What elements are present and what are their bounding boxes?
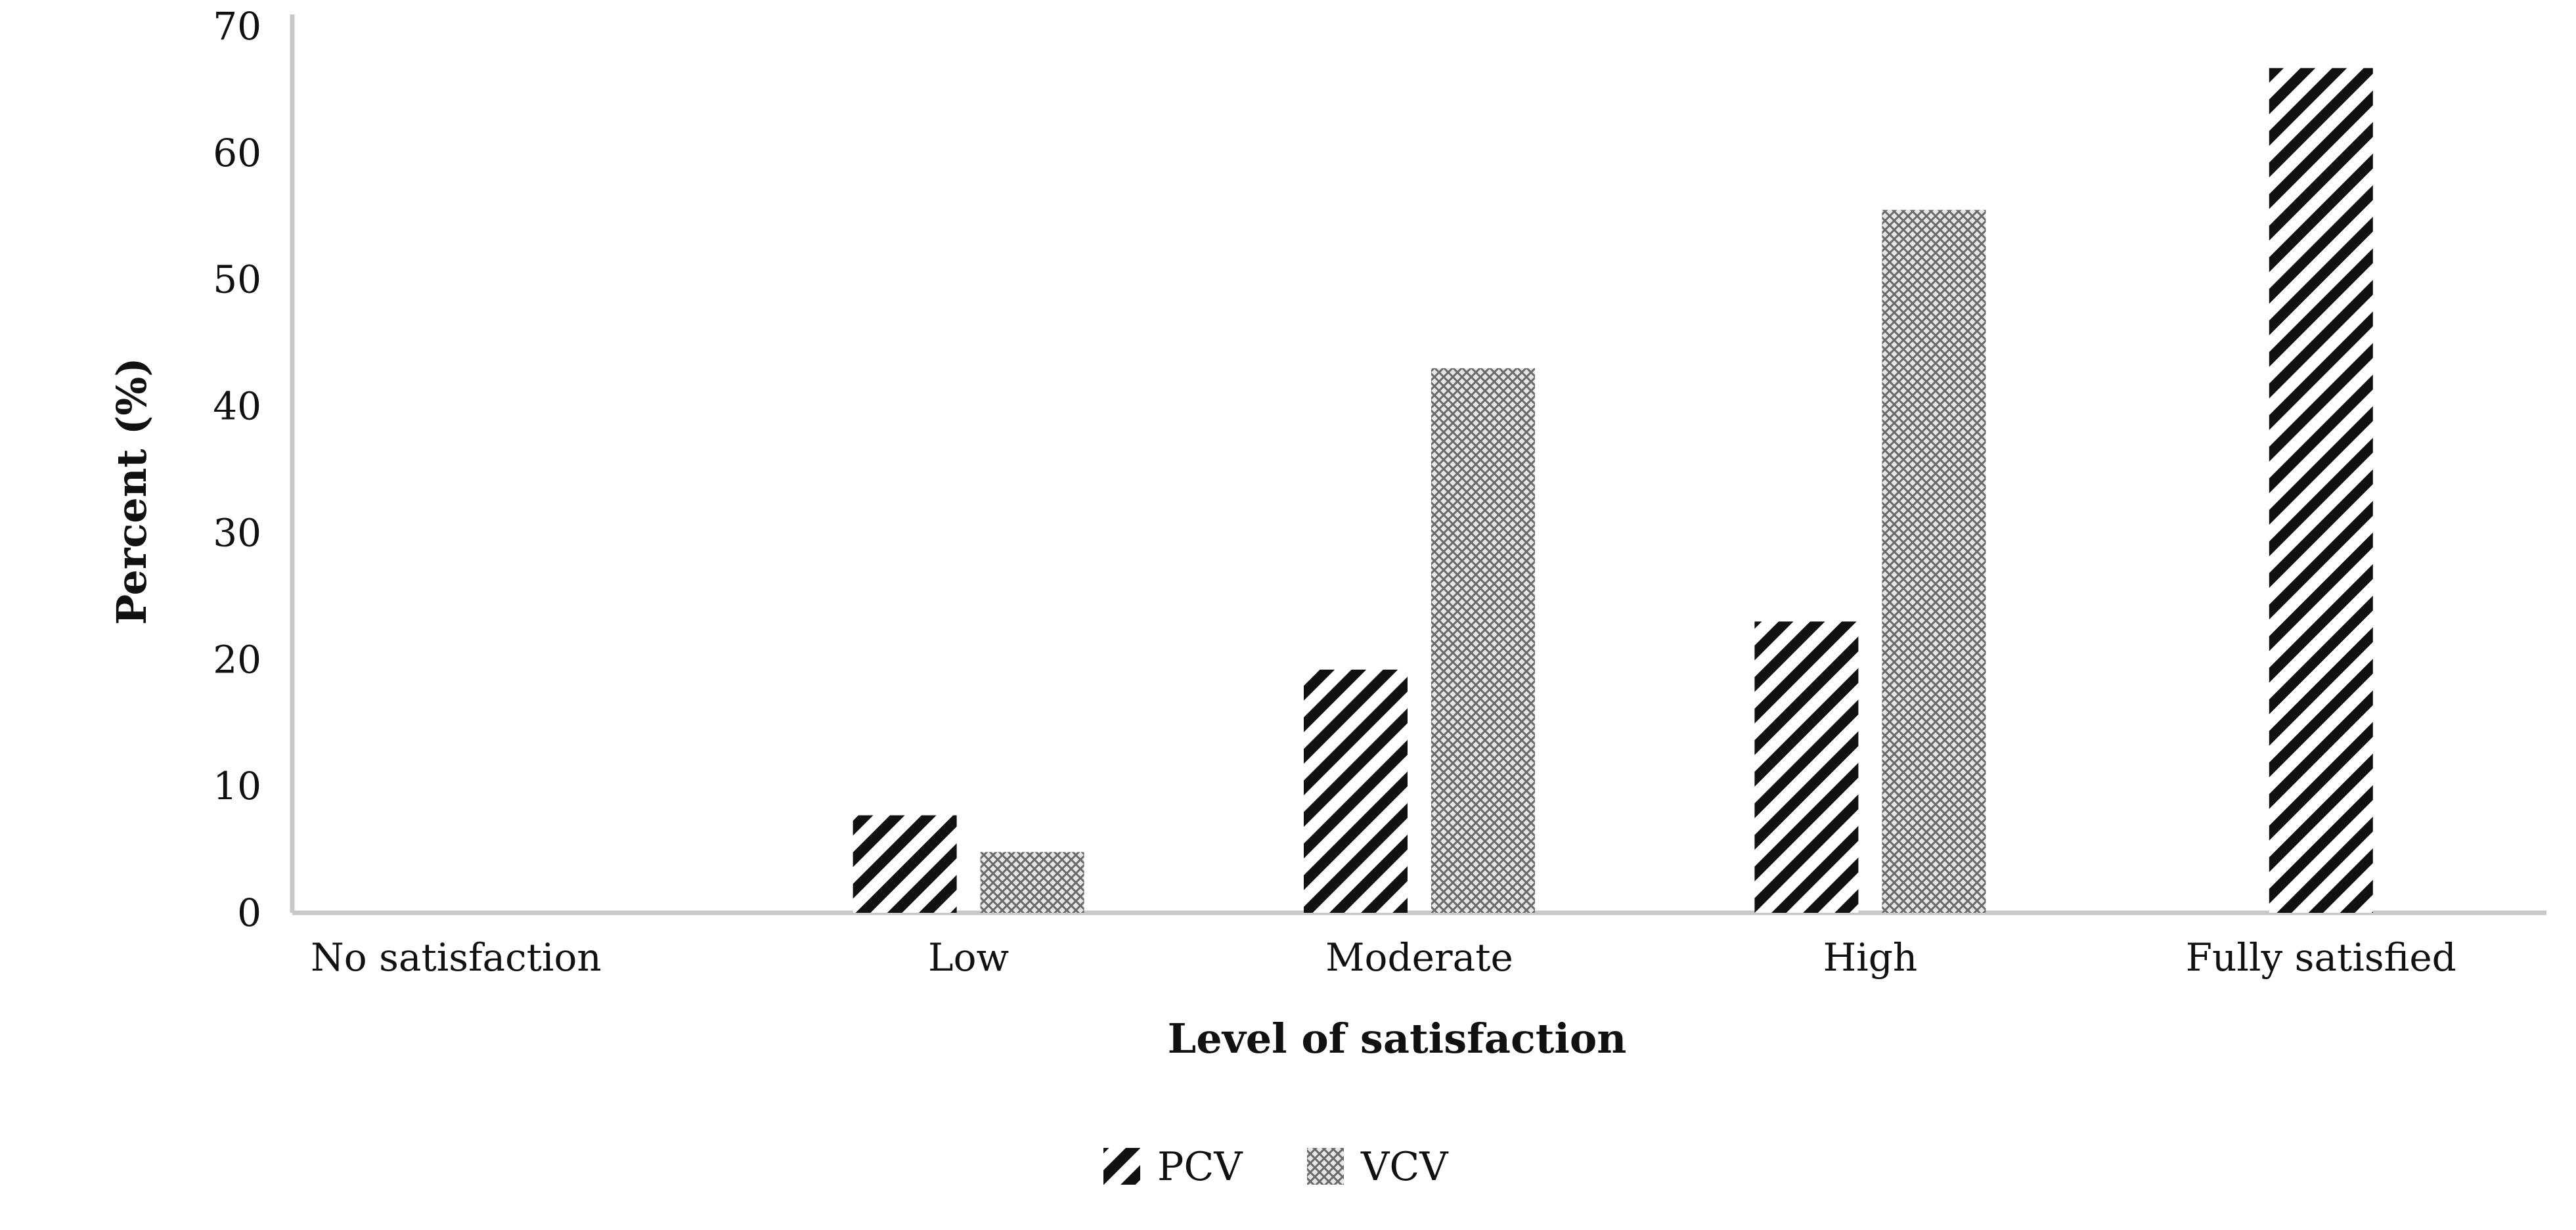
x-tick-label-fully-satisfied: Fully satisfied	[2186, 935, 2456, 980]
y-tick-label: 20	[213, 637, 261, 682]
x-tick-label-high: High	[1823, 935, 1918, 980]
x-axis-title: Level of satisfaction	[1168, 1015, 1627, 1063]
x-tick-label-moderate: Moderate	[1325, 935, 1513, 980]
legend: PCV VCV	[1103, 1144, 1449, 1190]
y-tick-label: 30	[213, 510, 261, 555]
bar-pcv-moderate	[1304, 669, 1408, 913]
bar-pcv-fully-satisfied	[2269, 68, 2373, 913]
legend-swatch-vcv	[1307, 1148, 1344, 1185]
x-axis: No satisfaction Low Moderate High Fully sati…	[292, 910, 2546, 980]
legend-label-pcv: PCV	[1157, 1144, 1243, 1190]
x-tick-label-low: Low	[928, 935, 1009, 980]
y-tick-label: 0	[237, 890, 261, 935]
bar-vcv-high	[1882, 209, 1986, 913]
y-axis-title: Percent (%)	[108, 357, 156, 625]
bar-pcv-high	[1754, 621, 1859, 913]
legend-swatch-pcv	[1103, 1148, 1140, 1185]
legend-label-vcv: VCV	[1360, 1144, 1449, 1190]
bar-pcv-low	[853, 815, 957, 913]
x-tick-labels: No satisfaction Low Moderate High Fully sati…	[311, 935, 2456, 980]
bars	[853, 68, 2373, 913]
y-axis: 0 10 20 30 40 50 60 70	[213, 4, 295, 935]
x-tick-label-no-satisfaction: No satisfaction	[311, 935, 602, 980]
y-tick-label: 70	[213, 4, 261, 49]
y-tick-labels: 0 10 20 30 40 50 60 70	[213, 4, 261, 935]
bar-vcv-low	[980, 852, 1084, 913]
y-tick-label: 50	[213, 257, 261, 302]
bar-vcv-moderate	[1431, 368, 1535, 913]
y-tick-label: 60	[213, 131, 261, 175]
y-tick-label: 10	[213, 764, 261, 808]
y-tick-label: 40	[213, 384, 261, 429]
